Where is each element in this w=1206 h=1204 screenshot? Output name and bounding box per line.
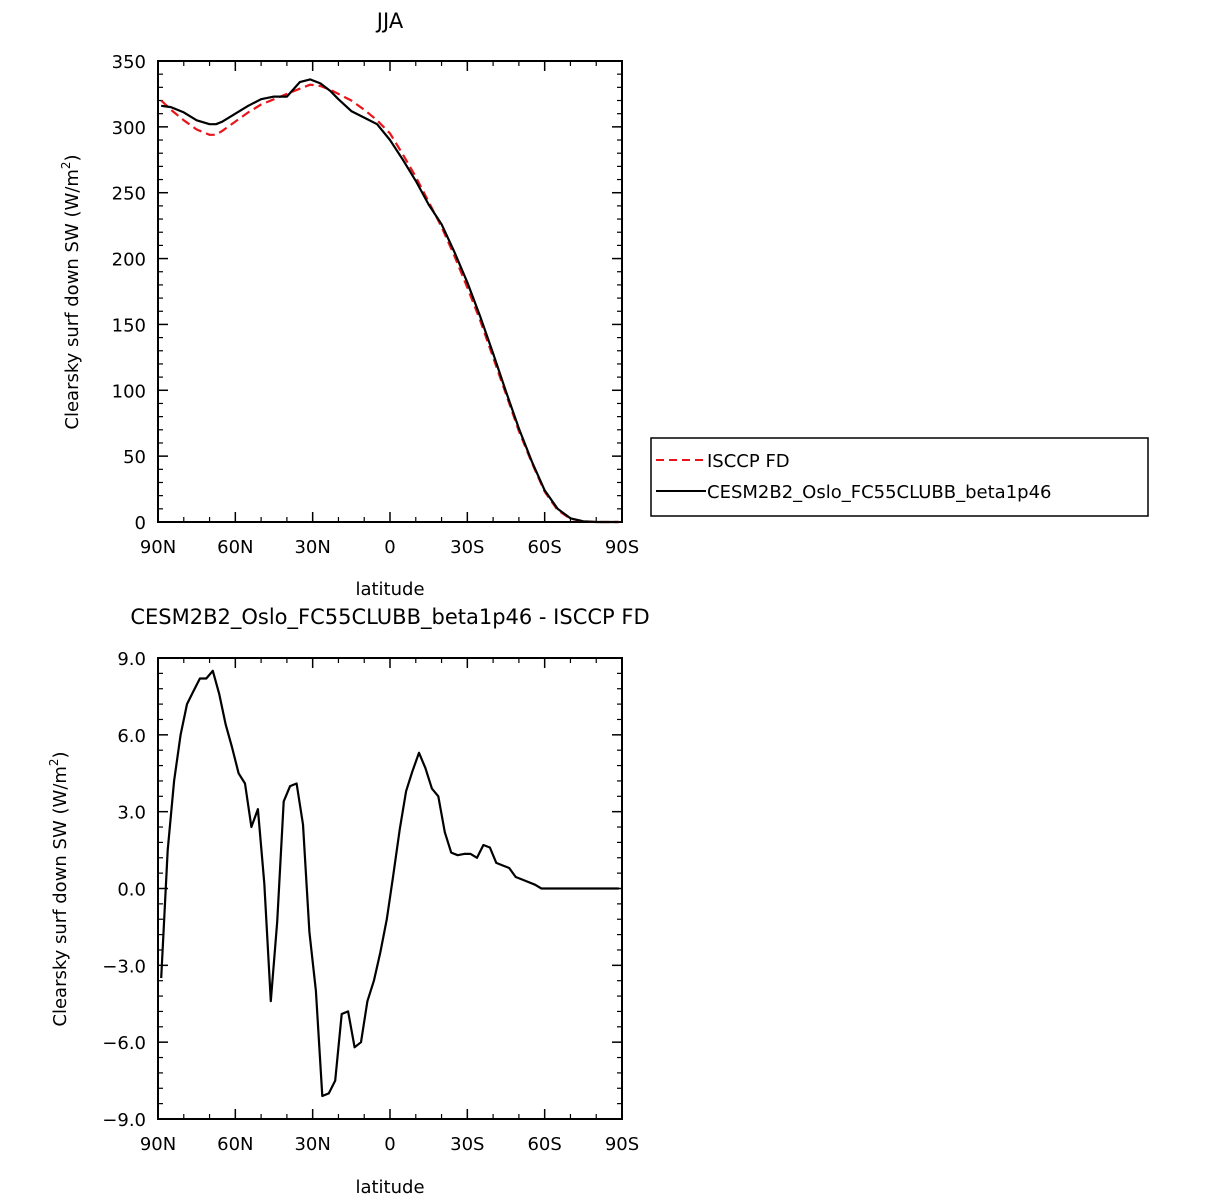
data-lines [160,78,619,524]
tick-marks [157,657,623,1120]
y-tick-label: 6.0 [117,726,146,747]
x-tick-label: 90N [140,1134,176,1155]
chart-difference: CESM2B2_Oslo_FC55CLUBB_beta1p46 - ISCCP … [47,605,650,1198]
x-tick-label: 90S [605,537,639,558]
y-axis-label-tail: ) [62,154,83,161]
y-tick-labels: 0 50 100 150 200 250 300 350 [112,52,146,534]
x-tick-label: 60S [527,1134,561,1155]
y-tick-label: −9.0 [102,1110,146,1131]
chart-title: CESM2B2_Oslo_FC55CLUBB_beta1p46 - ISCCP … [130,605,649,630]
legend: ISCCP FD CESM2B2_Oslo_FC55CLUBB_beta1p46 [650,437,1149,517]
chart-clearsky-jja: JJA 0 50 100 150 200 250 300 350 90N 60N 30N 0 30S 6… [59,9,1149,600]
series-line-cesm2b2-oslo-fc55clubb-beta1p46 [161,78,619,524]
legend-label-cesm: CESM2B2_Oslo_FC55CLUBB_beta1p46 [707,482,1051,503]
y-axis-label-sup: 2 [47,758,61,766]
x-axis-label: latitude [355,1177,424,1198]
x-tick-label: 60N [217,537,253,558]
data-lines [160,669,619,1098]
x-tick-label: 90N [140,537,176,558]
x-tick-label: 30N [294,1134,330,1155]
y-tick-label: 300 [112,118,146,139]
x-tick-label: 0 [384,1134,395,1155]
y-axis-label-sup: 2 [59,161,73,169]
x-tick-label: 60S [527,537,561,558]
y-axis-label: Clearsky surf down SW (W/m2) [47,751,71,1026]
x-tick-label: 60N [217,1134,253,1155]
x-tick-label: 30S [450,1134,484,1155]
y-axis-label-text: Clearsky surf down SW (W/m [62,169,83,430]
y-tick-label: 3.0 [117,803,146,824]
y-axis-label: Clearsky surf down SW (W/m2) [59,154,83,429]
y-tick-label: 100 [112,381,146,402]
chart-title: JJA [375,9,404,33]
legend-label-isccp: ISCCP FD [707,451,790,472]
tick-marks [157,60,623,523]
y-tick-label: 350 [112,52,146,73]
x-tick-label: 90S [605,1134,639,1155]
y-tick-label: 0.0 [117,880,146,901]
x-tick-label: 30N [294,537,330,558]
y-axis-label-text: Clearsky surf down SW (W/m [50,766,71,1027]
plot-frame [157,60,623,523]
series-line-difference [160,669,619,1098]
y-tick-label: −3.0 [102,956,146,977]
y-tick-label: 0 [135,513,146,534]
x-tick-label: 30S [450,537,484,558]
y-tick-label: 50 [123,447,146,468]
y-tick-label: 200 [112,250,146,271]
y-tick-label: 150 [112,315,146,336]
x-tick-labels: 90N 60N 30N 0 30S 60S 90S [140,1134,639,1155]
y-axis-label-tail: ) [50,751,71,758]
y-tick-label: 9.0 [117,649,146,670]
y-tick-label: 250 [112,184,146,205]
x-axis-label: latitude [355,579,424,600]
y-tick-labels: −9.0 −6.0 −3.0 0.0 3.0 6.0 9.0 [102,649,146,1131]
x-tick-label: 0 [384,537,395,558]
x-tick-labels: 90N 60N 30N 0 30S 60S 90S [140,537,639,558]
y-tick-label: −6.0 [102,1033,146,1054]
legend-box [650,437,1149,517]
series-line-isccp-fd [160,83,619,524]
